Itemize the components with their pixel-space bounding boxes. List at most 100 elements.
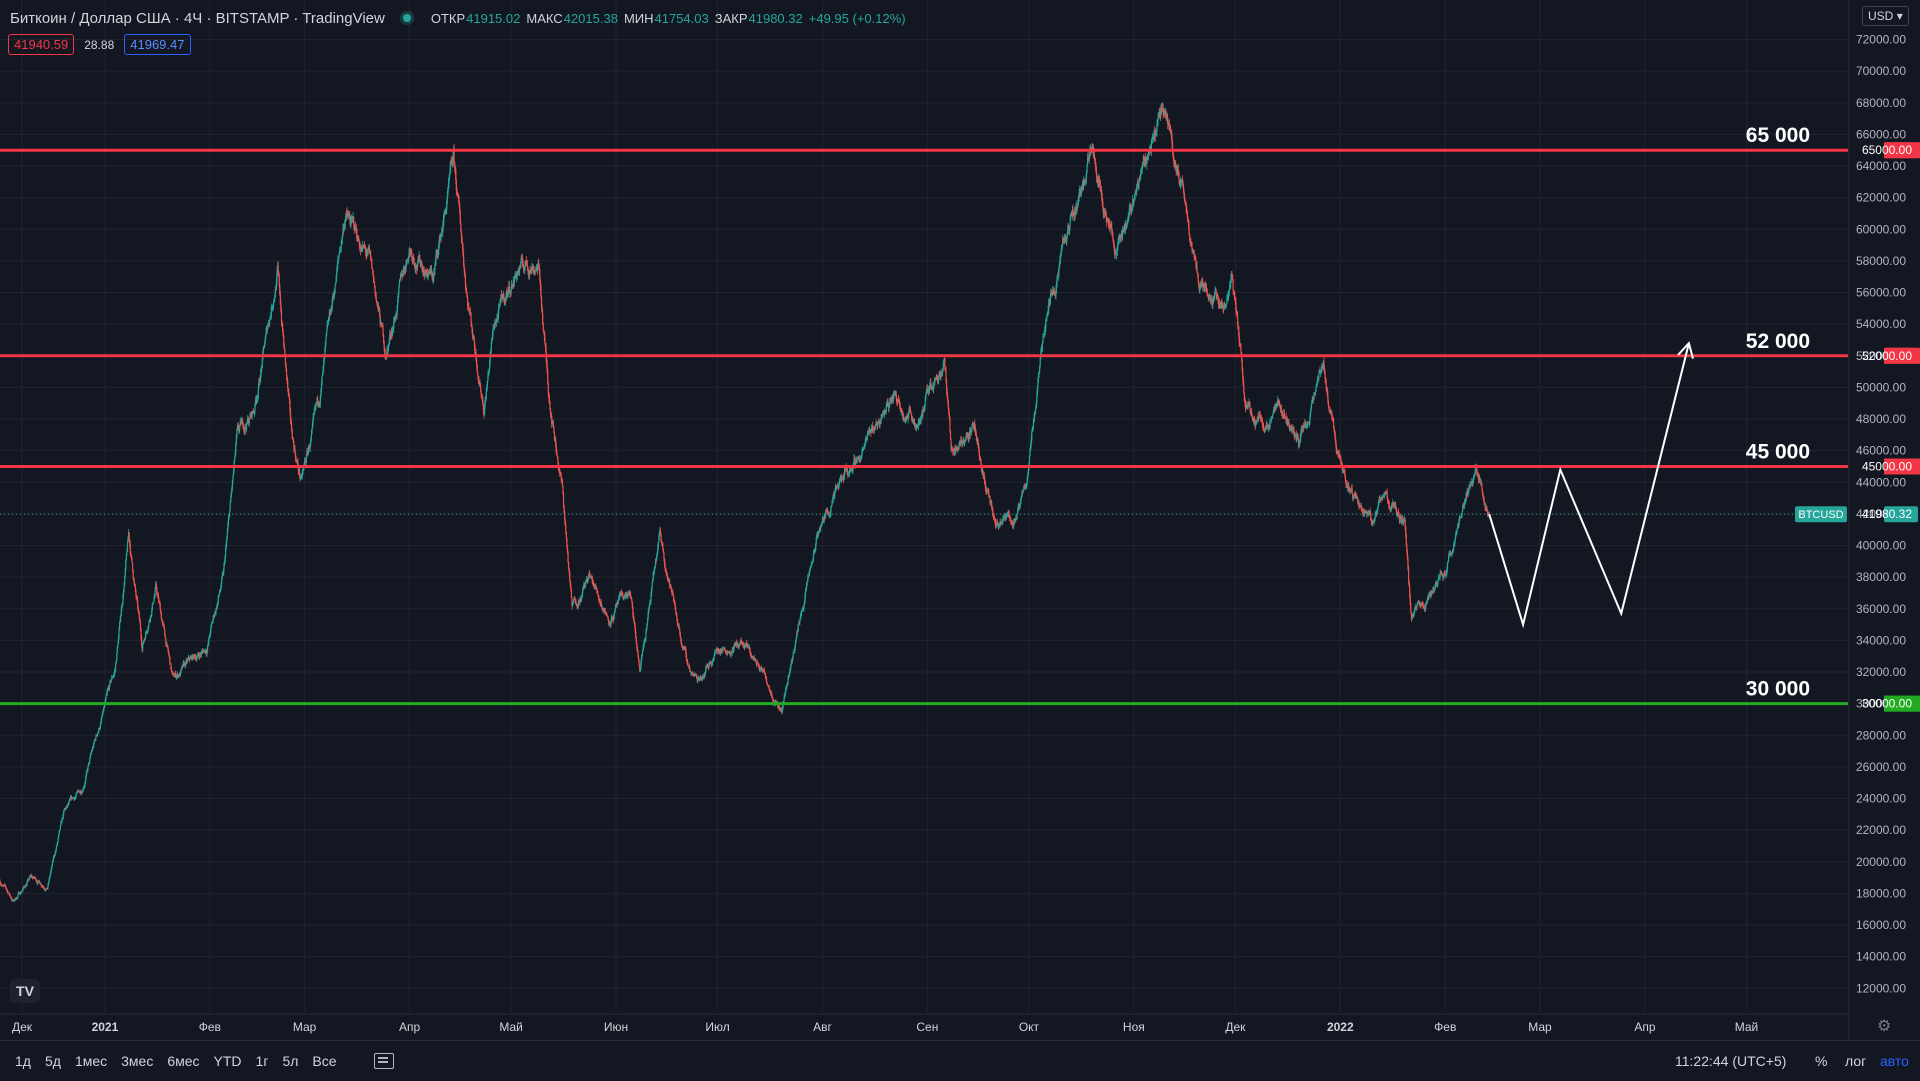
candle-body: [630, 594, 631, 596]
candle-body: [284, 349, 285, 354]
candle-body: [477, 373, 478, 377]
candle-body: [680, 633, 681, 638]
candle-body: [930, 382, 931, 385]
candle-body: [269, 319, 270, 324]
candle-body: [1318, 373, 1319, 377]
candle-body: [265, 334, 266, 340]
candle-body: [208, 638, 209, 643]
candle-body: [105, 696, 106, 699]
candle-body: [39, 881, 40, 883]
candle-body: [51, 865, 52, 867]
candle-body: [1271, 419, 1272, 420]
candle-body: [1134, 195, 1135, 200]
candle-body: [398, 287, 399, 294]
candle-body: [569, 572, 570, 581]
candle-body: [161, 613, 162, 619]
candle-body: [658, 542, 659, 547]
candle-body: [1066, 238, 1067, 243]
candle-body: [155, 589, 156, 595]
candle-body: [652, 582, 653, 588]
candle-body: [125, 560, 126, 569]
candle-body: [724, 649, 725, 650]
candle-body: [76, 794, 77, 797]
candle-body: [614, 613, 615, 616]
candle-body: [1070, 220, 1071, 226]
candle-body: [1207, 289, 1208, 294]
candle-body: [1086, 173, 1087, 179]
candle-body: [1333, 419, 1334, 426]
candle-body: [793, 653, 794, 657]
candle-body: [60, 826, 61, 830]
candle-body: [1029, 456, 1030, 463]
candle-body: [1197, 272, 1198, 274]
candle-body: [925, 401, 926, 407]
candle-body: [470, 314, 471, 322]
candle-body: [664, 564, 665, 568]
candle-body: [1027, 474, 1028, 477]
candle-body: [115, 664, 116, 670]
candle-body: [1296, 437, 1297, 440]
candle-body: [477, 365, 478, 372]
candle-body: [491, 339, 492, 342]
candle-body: [1198, 274, 1199, 282]
candle-body: [631, 599, 632, 602]
candle-body: [765, 674, 766, 677]
candle-body: [944, 358, 945, 366]
candle-body: [225, 549, 226, 556]
candle-body: [567, 552, 568, 562]
candle-body: [487, 381, 488, 387]
candle-body: [229, 511, 230, 517]
candle-body: [1272, 415, 1273, 419]
candle-body: [1104, 209, 1105, 212]
candle-body: [1178, 170, 1179, 172]
candle-body: [623, 598, 624, 599]
candle-body: [449, 174, 450, 178]
candle-body: [503, 294, 504, 298]
candle-body: [540, 286, 541, 296]
candle-body: [553, 423, 554, 427]
candle-body: [573, 600, 574, 603]
candle-body: [557, 456, 558, 462]
candle-body: [949, 418, 950, 430]
candle-body: [486, 391, 487, 399]
candle-body: [1352, 488, 1353, 493]
candle-body: [1131, 211, 1132, 212]
candle-body: [729, 652, 730, 654]
candle-body: [230, 503, 231, 511]
candle-body: [392, 329, 393, 334]
candle-body: [1233, 280, 1234, 291]
candle-body: [661, 541, 662, 542]
candlestick-series: [0, 102, 1490, 902]
candle-body: [526, 260, 527, 263]
candle-body: [542, 313, 543, 323]
candle-body: [44, 889, 45, 890]
candle-body: [790, 665, 791, 668]
candle-body: [132, 562, 133, 570]
candle-body: [142, 644, 143, 649]
candle-body: [116, 653, 117, 661]
candle-body: [232, 476, 233, 480]
candle-body: [279, 275, 280, 285]
candle-body: [573, 603, 574, 604]
candle-body: [190, 658, 191, 659]
candle-body: [820, 527, 821, 529]
candle-body: [373, 278, 374, 282]
candle-body: [325, 336, 326, 341]
candle-body: [131, 555, 132, 557]
candle-body: [1311, 403, 1312, 408]
candle-body: [278, 266, 279, 272]
candle-body: [622, 594, 623, 597]
candle-body: [543, 323, 544, 330]
candle-body: [544, 337, 545, 344]
candle-body: [798, 625, 799, 631]
candle-body: [830, 508, 831, 514]
candle-body: [457, 193, 458, 194]
candle-body: [1154, 130, 1155, 134]
candle-body: [1328, 402, 1329, 406]
candle-body: [153, 599, 154, 602]
candle-body: [539, 265, 540, 269]
candle-body: [89, 759, 90, 762]
candle-body: [95, 736, 96, 740]
candle-body: [679, 628, 680, 633]
